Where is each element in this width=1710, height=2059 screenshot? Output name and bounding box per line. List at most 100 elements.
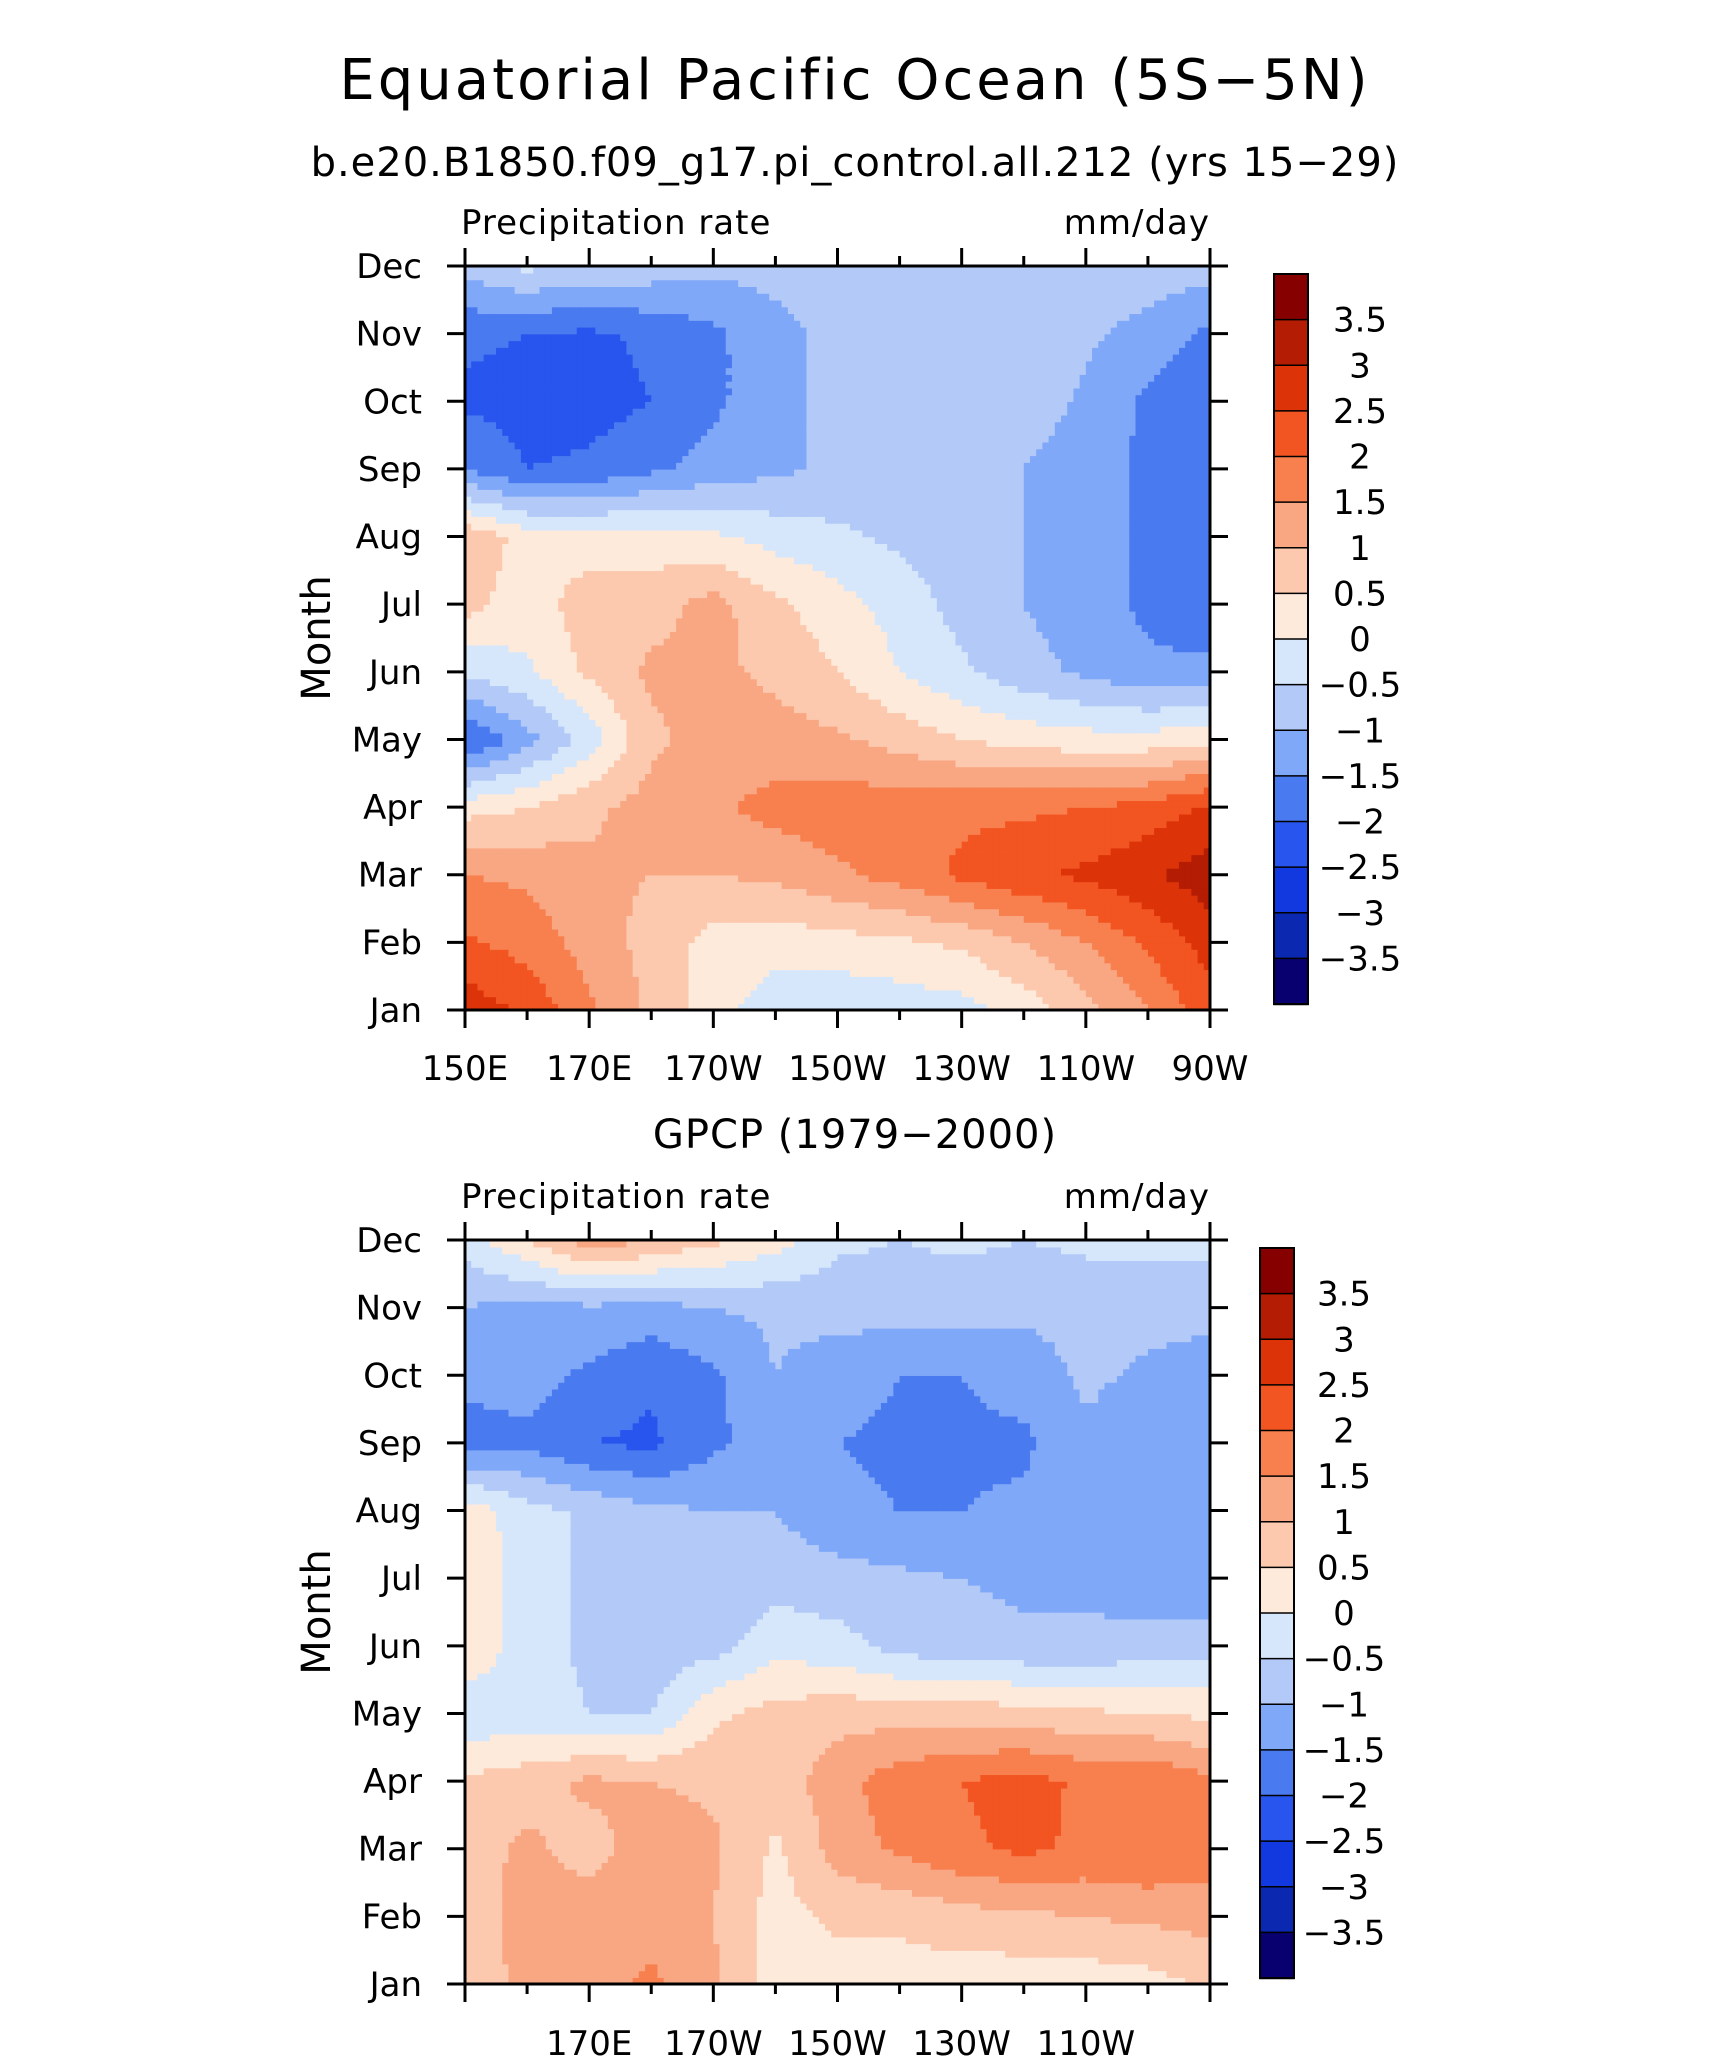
contour-cell	[508, 895, 516, 903]
contour-cell	[620, 895, 628, 903]
contour-cell	[607, 895, 615, 903]
contour-cell	[1029, 888, 1037, 896]
contour-cell	[1160, 752, 1168, 761]
contour-cell	[1141, 942, 1149, 950]
contour-cell	[918, 962, 926, 971]
contour-cell	[943, 922, 950, 930]
contour-cell	[595, 786, 603, 795]
contour-cell	[489, 746, 497, 754]
contour-cell	[1135, 780, 1143, 788]
contour-cell	[688, 895, 696, 903]
contour-cell	[750, 773, 758, 781]
contour-cell	[1141, 854, 1149, 862]
contour-cell	[502, 800, 510, 808]
contour-cell	[812, 813, 820, 822]
contour-cell	[744, 725, 752, 734]
contour-cell	[582, 928, 590, 937]
contour-cell	[1166, 854, 1174, 862]
contour-cell	[489, 962, 497, 971]
contour-cell	[1197, 935, 1205, 944]
contour-cell	[626, 780, 634, 788]
contour-cell	[831, 888, 839, 896]
contour-cell	[750, 1003, 758, 1011]
contour-cell	[731, 847, 739, 856]
contour-cell	[731, 928, 739, 937]
contour-cell	[930, 840, 938, 849]
contour-cell	[912, 928, 919, 937]
contour-cell	[471, 739, 479, 747]
contour-cell	[1129, 746, 1137, 754]
contour-cell	[707, 895, 715, 903]
contour-cell	[837, 888, 845, 896]
contour-cell	[763, 874, 770, 883]
contour-cell	[943, 807, 950, 815]
contour-cell	[812, 739, 820, 747]
contour-cell	[620, 867, 628, 876]
contour-cell	[1141, 800, 1149, 808]
contour-cell	[508, 982, 516, 991]
contour-cell	[564, 732, 572, 741]
contour-cell	[663, 854, 671, 862]
contour-cell	[763, 854, 770, 862]
contour-cell	[1203, 820, 1211, 829]
contour-cell	[738, 847, 746, 856]
contour-cell	[943, 732, 950, 741]
contour-cell	[632, 922, 640, 930]
contour-cell	[638, 861, 646, 869]
contour-cell	[607, 854, 615, 862]
contour-cell	[1203, 1003, 1211, 1011]
contour-cell	[502, 780, 510, 788]
contour-cell	[1061, 800, 1068, 808]
contour-cell	[893, 888, 901, 896]
contour-cell	[781, 1003, 789, 1011]
contour-cell	[601, 739, 609, 747]
contour-cell	[1017, 773, 1025, 781]
contour-cell	[961, 915, 969, 923]
contour-cell	[489, 827, 497, 835]
contour-cell	[843, 922, 851, 930]
contour-cell	[1029, 732, 1037, 741]
contour-cell	[856, 793, 864, 802]
contour-cell	[558, 949, 566, 957]
contour-cell	[614, 976, 621, 984]
contour-cell	[607, 847, 615, 856]
contour-cell	[806, 847, 814, 856]
contour-cell	[930, 807, 938, 815]
contour-cell	[1178, 908, 1186, 917]
contour-cell	[688, 739, 696, 747]
contour-cell	[551, 922, 559, 930]
contour-cell	[887, 908, 895, 917]
contour-cell	[918, 942, 926, 950]
contour-cell	[626, 752, 634, 761]
contour-cell	[1023, 969, 1031, 977]
contour-cell	[1123, 949, 1130, 957]
contour-cell	[1073, 942, 1081, 950]
contour-cell	[589, 935, 597, 944]
contour-cell	[967, 827, 975, 835]
contour-cell	[483, 901, 491, 910]
contour-cell	[961, 928, 969, 937]
contour-cell	[595, 928, 603, 937]
contour-cell	[1067, 955, 1075, 964]
contour-cell	[1197, 908, 1205, 917]
contour-cell	[1160, 895, 1168, 903]
contour-cell	[595, 759, 603, 768]
contour-cell	[471, 793, 479, 802]
contour-cell	[657, 786, 665, 795]
contour-cell	[980, 793, 988, 802]
contour-cell	[707, 773, 715, 781]
contour-cell	[1023, 1003, 1031, 1011]
contour-cell	[769, 976, 777, 984]
contour-cell	[725, 800, 733, 808]
contour-cell	[576, 982, 584, 991]
contour-cell	[589, 874, 597, 883]
contour-cell	[924, 827, 932, 835]
contour-cell	[1092, 827, 1099, 835]
contour-cell	[638, 766, 646, 774]
contour-cell	[756, 813, 764, 822]
contour-cell	[551, 739, 559, 747]
contour-cell	[645, 935, 652, 944]
contour-cell	[1048, 827, 1056, 835]
contour-cell	[967, 1003, 975, 1011]
contour-cell	[992, 942, 1000, 950]
